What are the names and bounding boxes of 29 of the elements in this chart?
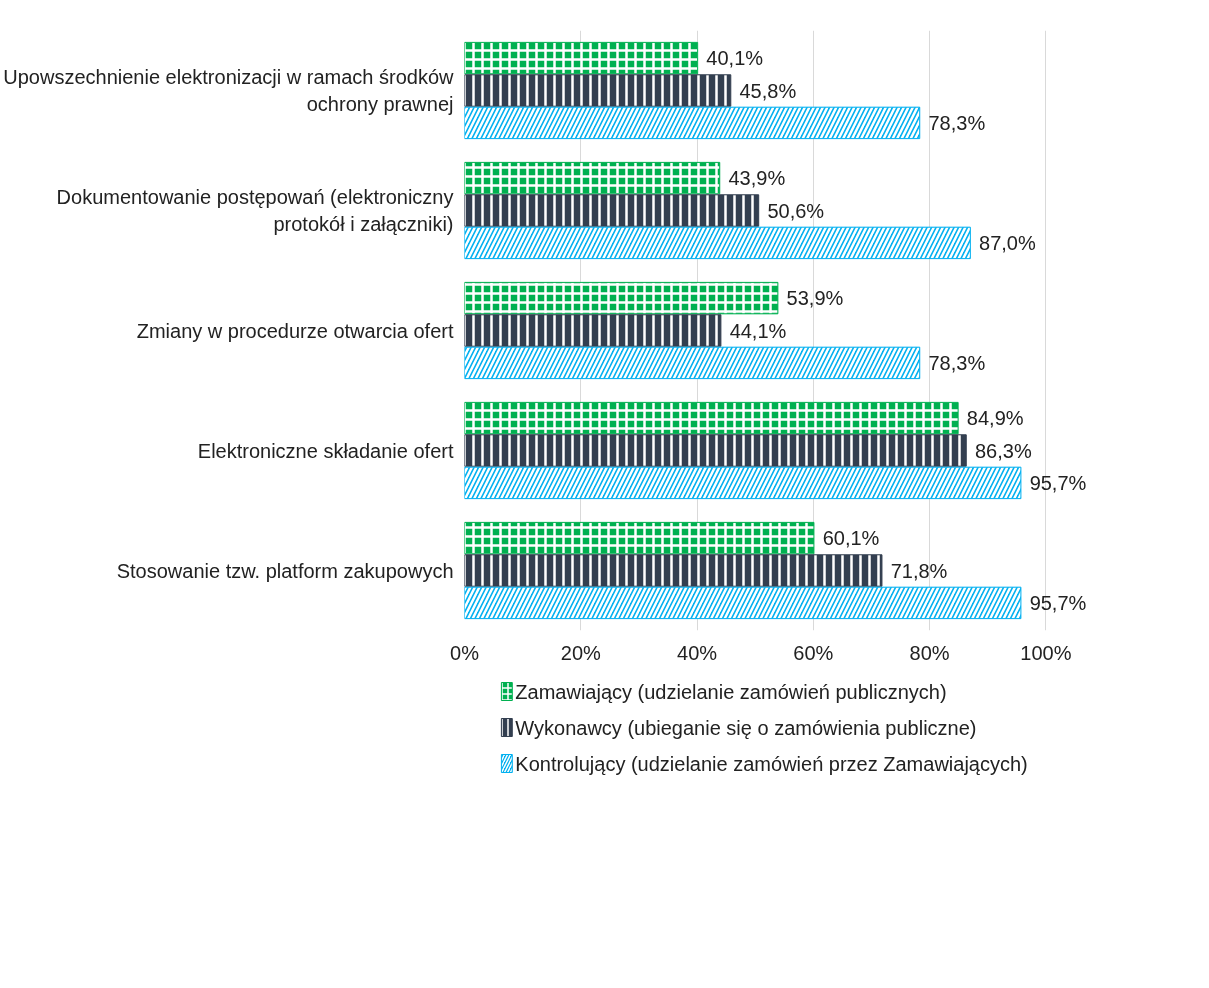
x-tick-label: 20% bbox=[560, 641, 602, 664]
legend-label: Kontrolujący (udzielanie zamówień przez Zamawiających) bbox=[515, 752, 1028, 775]
data-label: 95,7% bbox=[1029, 471, 1087, 494]
x-tick-label: 60% bbox=[793, 641, 834, 664]
data-label: 87,0% bbox=[979, 231, 1036, 254]
y-tick-label: Zmiany w procedurze otwarcia ofert bbox=[136, 319, 454, 342]
data-label: 50,6% bbox=[767, 199, 825, 222]
data-label: 86,3% bbox=[974, 439, 1032, 462]
data-label: 71,8% bbox=[890, 559, 948, 582]
x-tick-label: 0% bbox=[450, 641, 480, 664]
x-tick-label: 40% bbox=[677, 641, 718, 664]
x-tick-label: 80% bbox=[909, 641, 950, 664]
data-label: 60,1% bbox=[822, 527, 880, 550]
data-label: 53,9% bbox=[786, 287, 844, 310]
legend-label: Wykonawcy (ubieganie się o zamówienia publiczne) bbox=[515, 716, 977, 739]
data-label: 78,3% bbox=[928, 351, 986, 374]
y-tick-label: Dokumentowanie postępowań (elektroniczny protokół i załączniki) bbox=[56, 186, 454, 235]
y-tick-label: Stosowanie tzw. platform zakupowych bbox=[116, 559, 454, 582]
data-label: 84,9% bbox=[966, 407, 1024, 430]
data-label: 43,9% bbox=[728, 167, 786, 190]
x-tick-label: 100% bbox=[1020, 641, 1072, 664]
data-label: 78,3% bbox=[928, 111, 986, 134]
data-label: 44,1% bbox=[729, 319, 787, 342]
data-label: 45,8% bbox=[739, 79, 797, 102]
y-tick-label: Elektroniczne składanie ofert bbox=[197, 439, 454, 462]
data-label: 95,7% bbox=[1029, 591, 1087, 614]
legend-label: Zamawiający (udzielanie zamówień publicznych) bbox=[515, 680, 947, 703]
data-label: 40,1% bbox=[706, 47, 764, 70]
y-tick-label: Upowszechnienie elektronizacji w ramach środków ochrony prawnej bbox=[3, 66, 455, 115]
